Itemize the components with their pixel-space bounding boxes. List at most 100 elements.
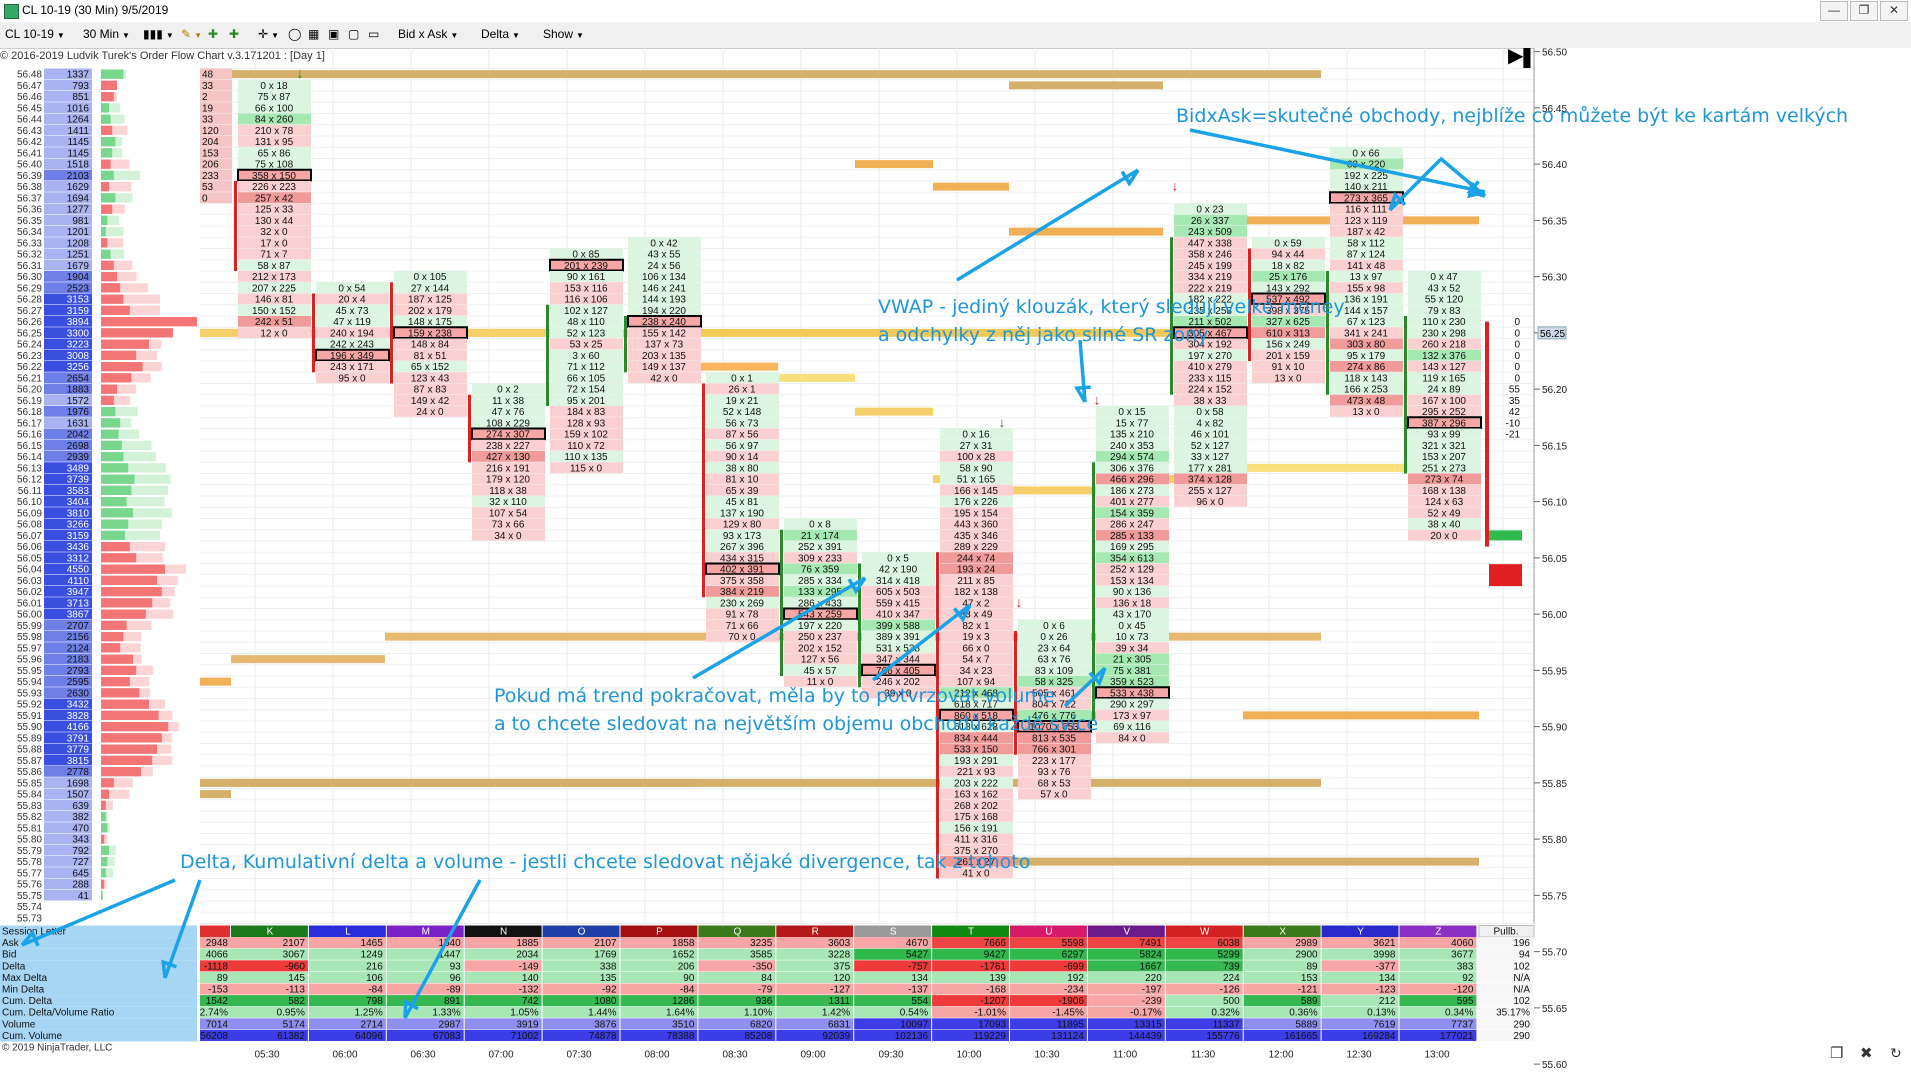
instrument-selector[interactable]: CL 10-19 ▼ xyxy=(5,27,65,41)
footprint-value: 83 x 49 xyxy=(960,610,993,621)
stat-name: Volume xyxy=(2,1019,36,1030)
timeframe-selector[interactable]: 30 Min ▼ xyxy=(83,27,130,41)
stat-cell xyxy=(1165,1018,1243,1030)
close-button[interactable]: ✕ xyxy=(1880,1,1908,21)
data-box-icon[interactable]: ▢ xyxy=(348,27,360,41)
profile-volume-bar xyxy=(101,710,173,720)
footprint-cell xyxy=(1096,664,1169,676)
footprint-value: 33 x 127 xyxy=(1191,452,1230,463)
style-selector[interactable]: Bid x Ask ▼ xyxy=(398,27,459,41)
stat-cell xyxy=(620,983,698,995)
stat-value: -1.01% xyxy=(974,1008,1006,1019)
footprint-value: 137 x 190 xyxy=(720,508,764,519)
footprint-cell xyxy=(1408,462,1481,473)
footprint-value: 19 x 21 xyxy=(726,396,759,407)
stat-cell xyxy=(231,937,308,949)
footprint-value: 47 x 2 xyxy=(962,598,990,609)
footprint-cell xyxy=(862,563,935,575)
footprint-value: 38 x 80 xyxy=(726,463,759,474)
profile-price: 55.98 xyxy=(17,632,42,643)
profile-volume-bar xyxy=(101,598,171,608)
maximize-button[interactable]: ❐ xyxy=(1850,1,1878,21)
add-indicator-icon[interactable]: ✚ xyxy=(208,27,219,41)
stat-value: 500 xyxy=(1223,996,1240,1007)
footprint-cell xyxy=(550,282,623,293)
last-ladder-value: 0 xyxy=(1514,351,1520,362)
order-flow-chart[interactable]: 56.48 1337 56.47 793 56.46 851 56.45 1016 56.44 1… xyxy=(0,43,1911,1071)
crosshair-icon[interactable]: ✛ ▼ xyxy=(258,27,279,41)
footprint-cell xyxy=(940,709,1013,721)
stat-cell xyxy=(231,1006,308,1018)
footprint-cell xyxy=(706,496,779,507)
footprint-value: 100 x 28 xyxy=(957,452,996,463)
footprint-cell xyxy=(1408,451,1481,462)
stat-cell xyxy=(200,971,231,983)
footprint-cell xyxy=(1096,563,1169,575)
pencil-icon[interactable]: ✎ ▼ xyxy=(181,27,202,41)
footprint-cell xyxy=(862,608,935,620)
footprint-cell xyxy=(628,293,701,305)
footprint-value: 27 x 144 xyxy=(411,283,450,294)
footprint-value: 0 x 58 xyxy=(1196,407,1224,418)
stat-cell xyxy=(1165,983,1243,995)
footprint-cell xyxy=(316,349,389,361)
profile-volume-bar xyxy=(101,699,166,709)
bar-type-icon[interactable]: ▮▮▮ ▼ xyxy=(143,27,174,41)
profile-volume: 3779 xyxy=(67,745,90,756)
stat-name: Max Delta xyxy=(2,973,47,984)
footprint-value: 45 x 57 xyxy=(804,666,837,677)
profile-volume-cell xyxy=(44,743,92,755)
profile-volume-bar xyxy=(101,125,128,135)
footprint-value: 618 x 628 xyxy=(954,722,998,733)
footprint-value: 389 x 391 xyxy=(876,632,920,643)
footprint-value: 163 x 162 xyxy=(954,790,998,801)
footprint-cell xyxy=(1018,788,1091,800)
footprint-value: 41 x 0 xyxy=(962,868,990,879)
footprint-cell xyxy=(238,248,311,260)
footprint-cell xyxy=(1096,586,1169,597)
profile-volume-cell xyxy=(44,732,92,743)
minimize-button[interactable]: — xyxy=(1820,1,1848,21)
chart-canvas[interactable]: 56.48 1337 56.47 793 56.46 851 56.45 1016 56.44 1… xyxy=(0,43,1911,1071)
footprint-value: 375 x 358 xyxy=(720,576,764,587)
stat-value: 106 xyxy=(366,973,383,984)
stat-value: 3067 xyxy=(283,950,306,961)
profile-volume-bar xyxy=(101,137,123,147)
properties-icon[interactable]: ▦ xyxy=(308,27,320,41)
last-ladder-value: 42 xyxy=(1509,407,1521,418)
annotation-arrow xyxy=(1438,156,1487,198)
stat-cell xyxy=(854,971,932,983)
stat-cell xyxy=(1165,1006,1243,1018)
stat-cell xyxy=(308,1018,386,1030)
annotation-arrowhead xyxy=(20,929,40,947)
stat-value: -126 xyxy=(1220,985,1240,996)
stat-cell xyxy=(776,960,854,972)
profile-volume-cell xyxy=(44,79,92,91)
stat-cell xyxy=(698,983,776,995)
zoom-icon[interactable]: ◯ xyxy=(288,27,302,41)
stat-cell xyxy=(1321,937,1399,949)
show-selector[interactable]: Show ▼ xyxy=(543,27,584,41)
image-icon[interactable]: ▣ xyxy=(328,27,340,41)
footprint-cell xyxy=(940,732,1013,743)
delta-selector[interactable]: Delta ▼ xyxy=(481,27,520,41)
profile-price: 56.23 xyxy=(17,351,42,362)
profile-volume-bar xyxy=(101,249,125,259)
footprint-value: 51 x 165 xyxy=(957,475,996,486)
footprint-value: 0 x 2 xyxy=(497,385,519,396)
panels-icon[interactable]: ▭ xyxy=(368,27,380,41)
stat-cell xyxy=(542,983,620,995)
footprint-value: 21 x 305 xyxy=(1113,655,1152,666)
last-ladder-value: 0 xyxy=(1514,328,1520,339)
footprint-value: 533 x 438 xyxy=(1110,688,1154,699)
profile-volume: 2595 xyxy=(67,677,90,688)
footprint-cell xyxy=(238,136,311,147)
stat-value: 6038 xyxy=(1217,938,1240,949)
footprint-value: 0 x 8 xyxy=(809,520,831,531)
profile-price: 56.45 xyxy=(17,103,42,114)
poc-box xyxy=(783,607,858,621)
session-letter: Y xyxy=(1357,927,1364,938)
strategy-icon[interactable]: ✚ xyxy=(229,27,240,41)
footprint-cell xyxy=(784,586,857,597)
vwap-segment xyxy=(231,655,385,664)
